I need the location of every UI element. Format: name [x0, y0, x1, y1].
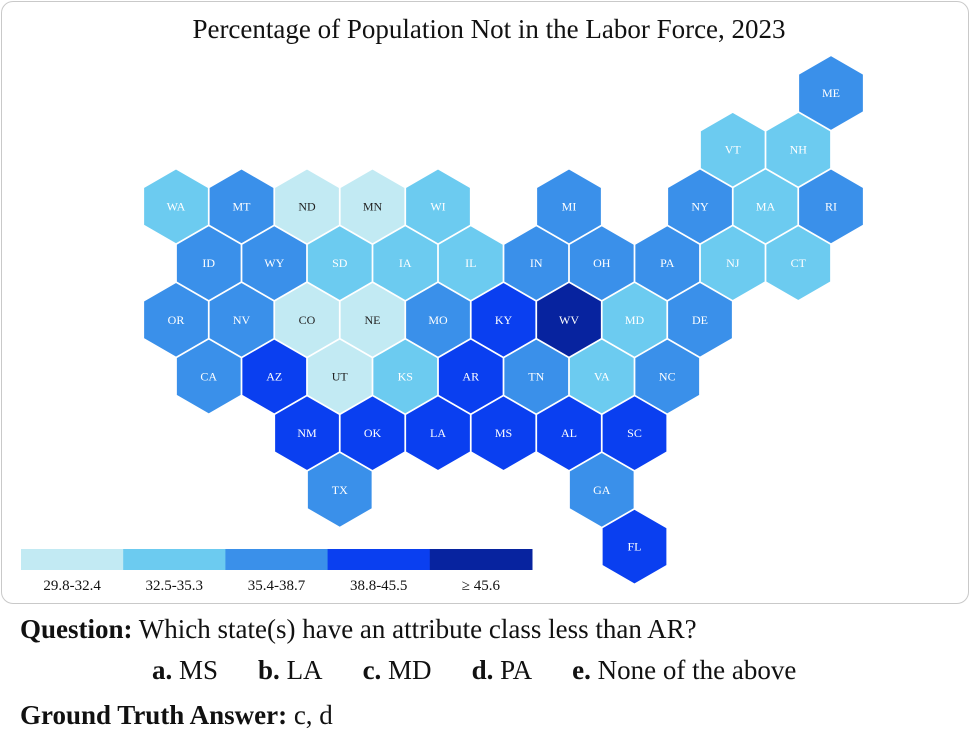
- legend-label-1: 29.8-32.4: [43, 578, 101, 594]
- hex-label-nh: NH: [790, 143, 808, 157]
- hex-label-il: IL: [465, 256, 476, 270]
- answer-label: Ground Truth Answer:: [20, 700, 288, 730]
- map-title: Percentage of Population Not in the Labo…: [192, 14, 785, 44]
- option-text: LA: [279, 655, 323, 685]
- hex-label-ri: RI: [825, 199, 837, 213]
- option-text: MD: [381, 655, 432, 685]
- option-letter: e.: [572, 655, 591, 685]
- legend-swatch-2: [123, 549, 226, 570]
- hex-label-ky: KY: [495, 313, 513, 327]
- option-letter: d.: [471, 655, 494, 685]
- hex-label-sd: SD: [332, 256, 348, 270]
- option-3: c. MD: [363, 655, 432, 686]
- hex-map: Percentage of Population Not in the Labo…: [21, 14, 865, 594]
- option-4: d. PA: [472, 655, 533, 686]
- hex-label-nm: NM: [297, 426, 317, 440]
- hex-label-wv: WV: [559, 313, 579, 327]
- hex-label-ok: OK: [364, 426, 382, 440]
- hex-label-ia: IA: [399, 256, 412, 270]
- hex-label-ar: AR: [462, 370, 479, 384]
- question: Question: Which state(s) have an attribu…: [20, 614, 697, 645]
- question-text: Which state(s) have an attribute class l…: [132, 614, 697, 644]
- hex-label-wa: WA: [167, 199, 186, 213]
- legend-label-3: 35.4-38.7: [248, 578, 306, 594]
- hex-label-pa: PA: [660, 256, 675, 270]
- legend-label-2: 32.5-35.3: [146, 578, 204, 594]
- hex-label-id: ID: [202, 256, 215, 270]
- hex-label-ny: NY: [691, 199, 709, 213]
- hex-label-ms: MS: [495, 426, 512, 440]
- legend: 29.8-32.4 32.5-35.3 35.4-38.7 38.8-45.5 ≥ 45…: [21, 549, 533, 594]
- hex-label-me: ME: [822, 86, 840, 100]
- hex-label-in: IN: [530, 256, 543, 270]
- legend-swatch-5: [429, 549, 533, 570]
- hex-label-mn: MN: [363, 199, 383, 213]
- hex-label-ma: MA: [756, 199, 776, 213]
- question-label: Question:: [20, 614, 133, 644]
- option-letter: b.: [258, 655, 280, 685]
- hex-label-az: AZ: [266, 370, 282, 384]
- hex-label-co: CO: [299, 313, 316, 327]
- option-text: None of the above: [590, 655, 797, 685]
- legend-swatch-3: [225, 549, 329, 570]
- hex-label-mi: MI: [562, 199, 577, 213]
- hex-label-nj: NJ: [726, 256, 740, 270]
- option-letter: c.: [362, 655, 382, 685]
- hex-label-ut: UT: [332, 370, 349, 384]
- hex-label-ca: CA: [200, 370, 217, 384]
- option-1: a. MS: [152, 655, 218, 686]
- hex-label-fl: FL: [627, 540, 641, 554]
- legend-swatch-1: [21, 549, 124, 570]
- legend-swatch-4: [327, 549, 431, 570]
- hex-label-oh: OH: [593, 256, 611, 270]
- hex-label-al: AL: [561, 426, 577, 440]
- answer-options: a. MS b. LA c. MD d. PA e. None of the above: [152, 655, 796, 686]
- hex-label-ct: CT: [791, 256, 807, 270]
- hex-layer: ME VT NH WA MT ND MN WI MI NY MA RI ID WY SD IA IL IN OH PA…: [142, 54, 865, 585]
- hex-label-wy: WY: [264, 256, 284, 270]
- legend-label-5: ≥ 45.6: [462, 578, 501, 594]
- option-2: b. LA: [258, 655, 323, 686]
- hex-label-nc: NC: [659, 370, 676, 384]
- hex-ct: [765, 224, 832, 302]
- answer-text: c, d: [287, 700, 333, 730]
- hex-label-wi: WI: [430, 199, 445, 213]
- option-text: PA: [493, 655, 533, 685]
- hex-label-nv: NV: [233, 313, 251, 327]
- hex-label-or: OR: [168, 313, 185, 327]
- hex-label-nd: ND: [298, 199, 316, 213]
- ground-truth-answer: Ground Truth Answer: c, d: [20, 700, 333, 731]
- hex-label-mt: MT: [233, 199, 252, 213]
- hex-label-de: DE: [692, 313, 708, 327]
- hex-label-vt: VT: [725, 143, 742, 157]
- map-panel: Percentage of Population Not in the Labo…: [1, 1, 969, 604]
- hex-label-la: LA: [430, 426, 446, 440]
- hex-label-ne: NE: [365, 313, 381, 327]
- hex-label-mo: MO: [428, 313, 448, 327]
- option-5: e. None of the above: [572, 655, 796, 686]
- option-text: MS: [172, 655, 219, 685]
- hex-label-tn: TN: [528, 370, 544, 384]
- hex-label-ks: KS: [398, 370, 413, 384]
- hex-label-ga: GA: [593, 483, 611, 497]
- hex-tx: [306, 451, 373, 529]
- hex-label-sc: SC: [627, 426, 642, 440]
- hex-label-tx: TX: [332, 483, 348, 497]
- hex-label-va: VA: [594, 370, 610, 384]
- option-letter: a.: [152, 655, 173, 685]
- legend-label-4: 38.8-45.5: [350, 578, 408, 594]
- hex-fl: [601, 508, 668, 585]
- hex-label-md: MD: [625, 313, 645, 327]
